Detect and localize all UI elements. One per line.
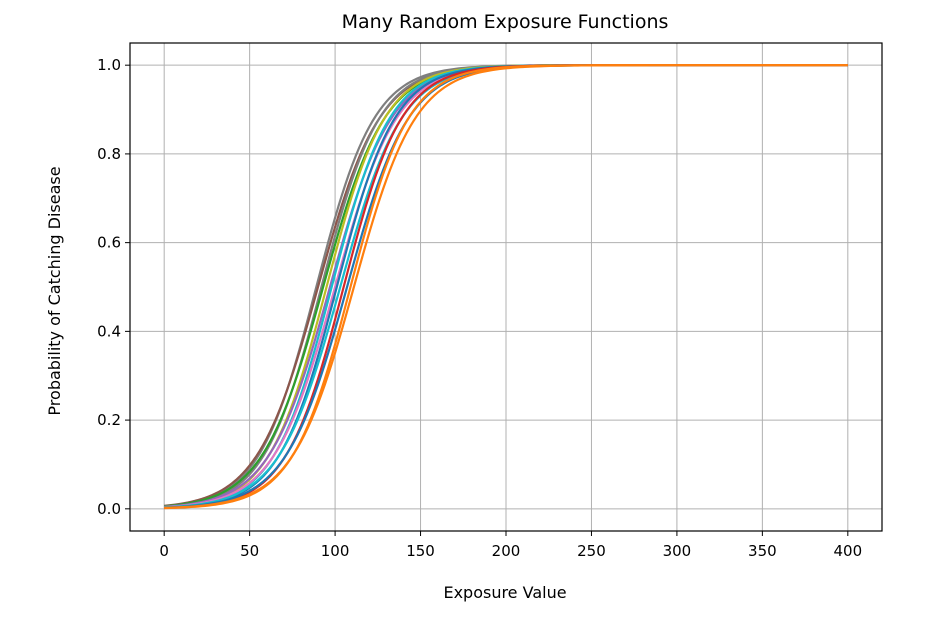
x-tick-label: 200 — [492, 542, 521, 560]
y-tick-label: 1.0 — [97, 56, 121, 74]
grid — [130, 43, 882, 531]
x-tick-label: 150 — [406, 542, 435, 560]
x-tick-label: 400 — [833, 542, 862, 560]
y-axis-label: Probability of Catching Disease — [45, 166, 64, 415]
x-tick-label: 100 — [321, 542, 350, 560]
x-tick-label: 250 — [577, 542, 606, 560]
x-tick-label: 300 — [663, 542, 692, 560]
series-line-14 — [164, 64, 848, 509]
series-group — [164, 64, 848, 510]
y-tick-label: 0.6 — [97, 234, 121, 252]
x-tick-label: 0 — [159, 542, 169, 560]
chart-title: Many Random Exposure Functions — [342, 11, 669, 33]
x-tick-label: 350 — [748, 542, 777, 560]
y-tick-label: 0.0 — [97, 500, 121, 518]
x-axis: 0 50 100 150 200 250 300 350 400 — [159, 531, 862, 560]
y-tick-label: 0.2 — [97, 411, 121, 429]
x-axis-label: Exposure Value — [443, 583, 566, 602]
y-tick-label: 0.4 — [97, 322, 121, 340]
y-tick-label: 0.8 — [97, 145, 121, 163]
x-tick-label: 50 — [240, 542, 259, 560]
y-axis: 0.0 0.2 0.4 0.6 0.8 1.0 — [97, 56, 130, 518]
